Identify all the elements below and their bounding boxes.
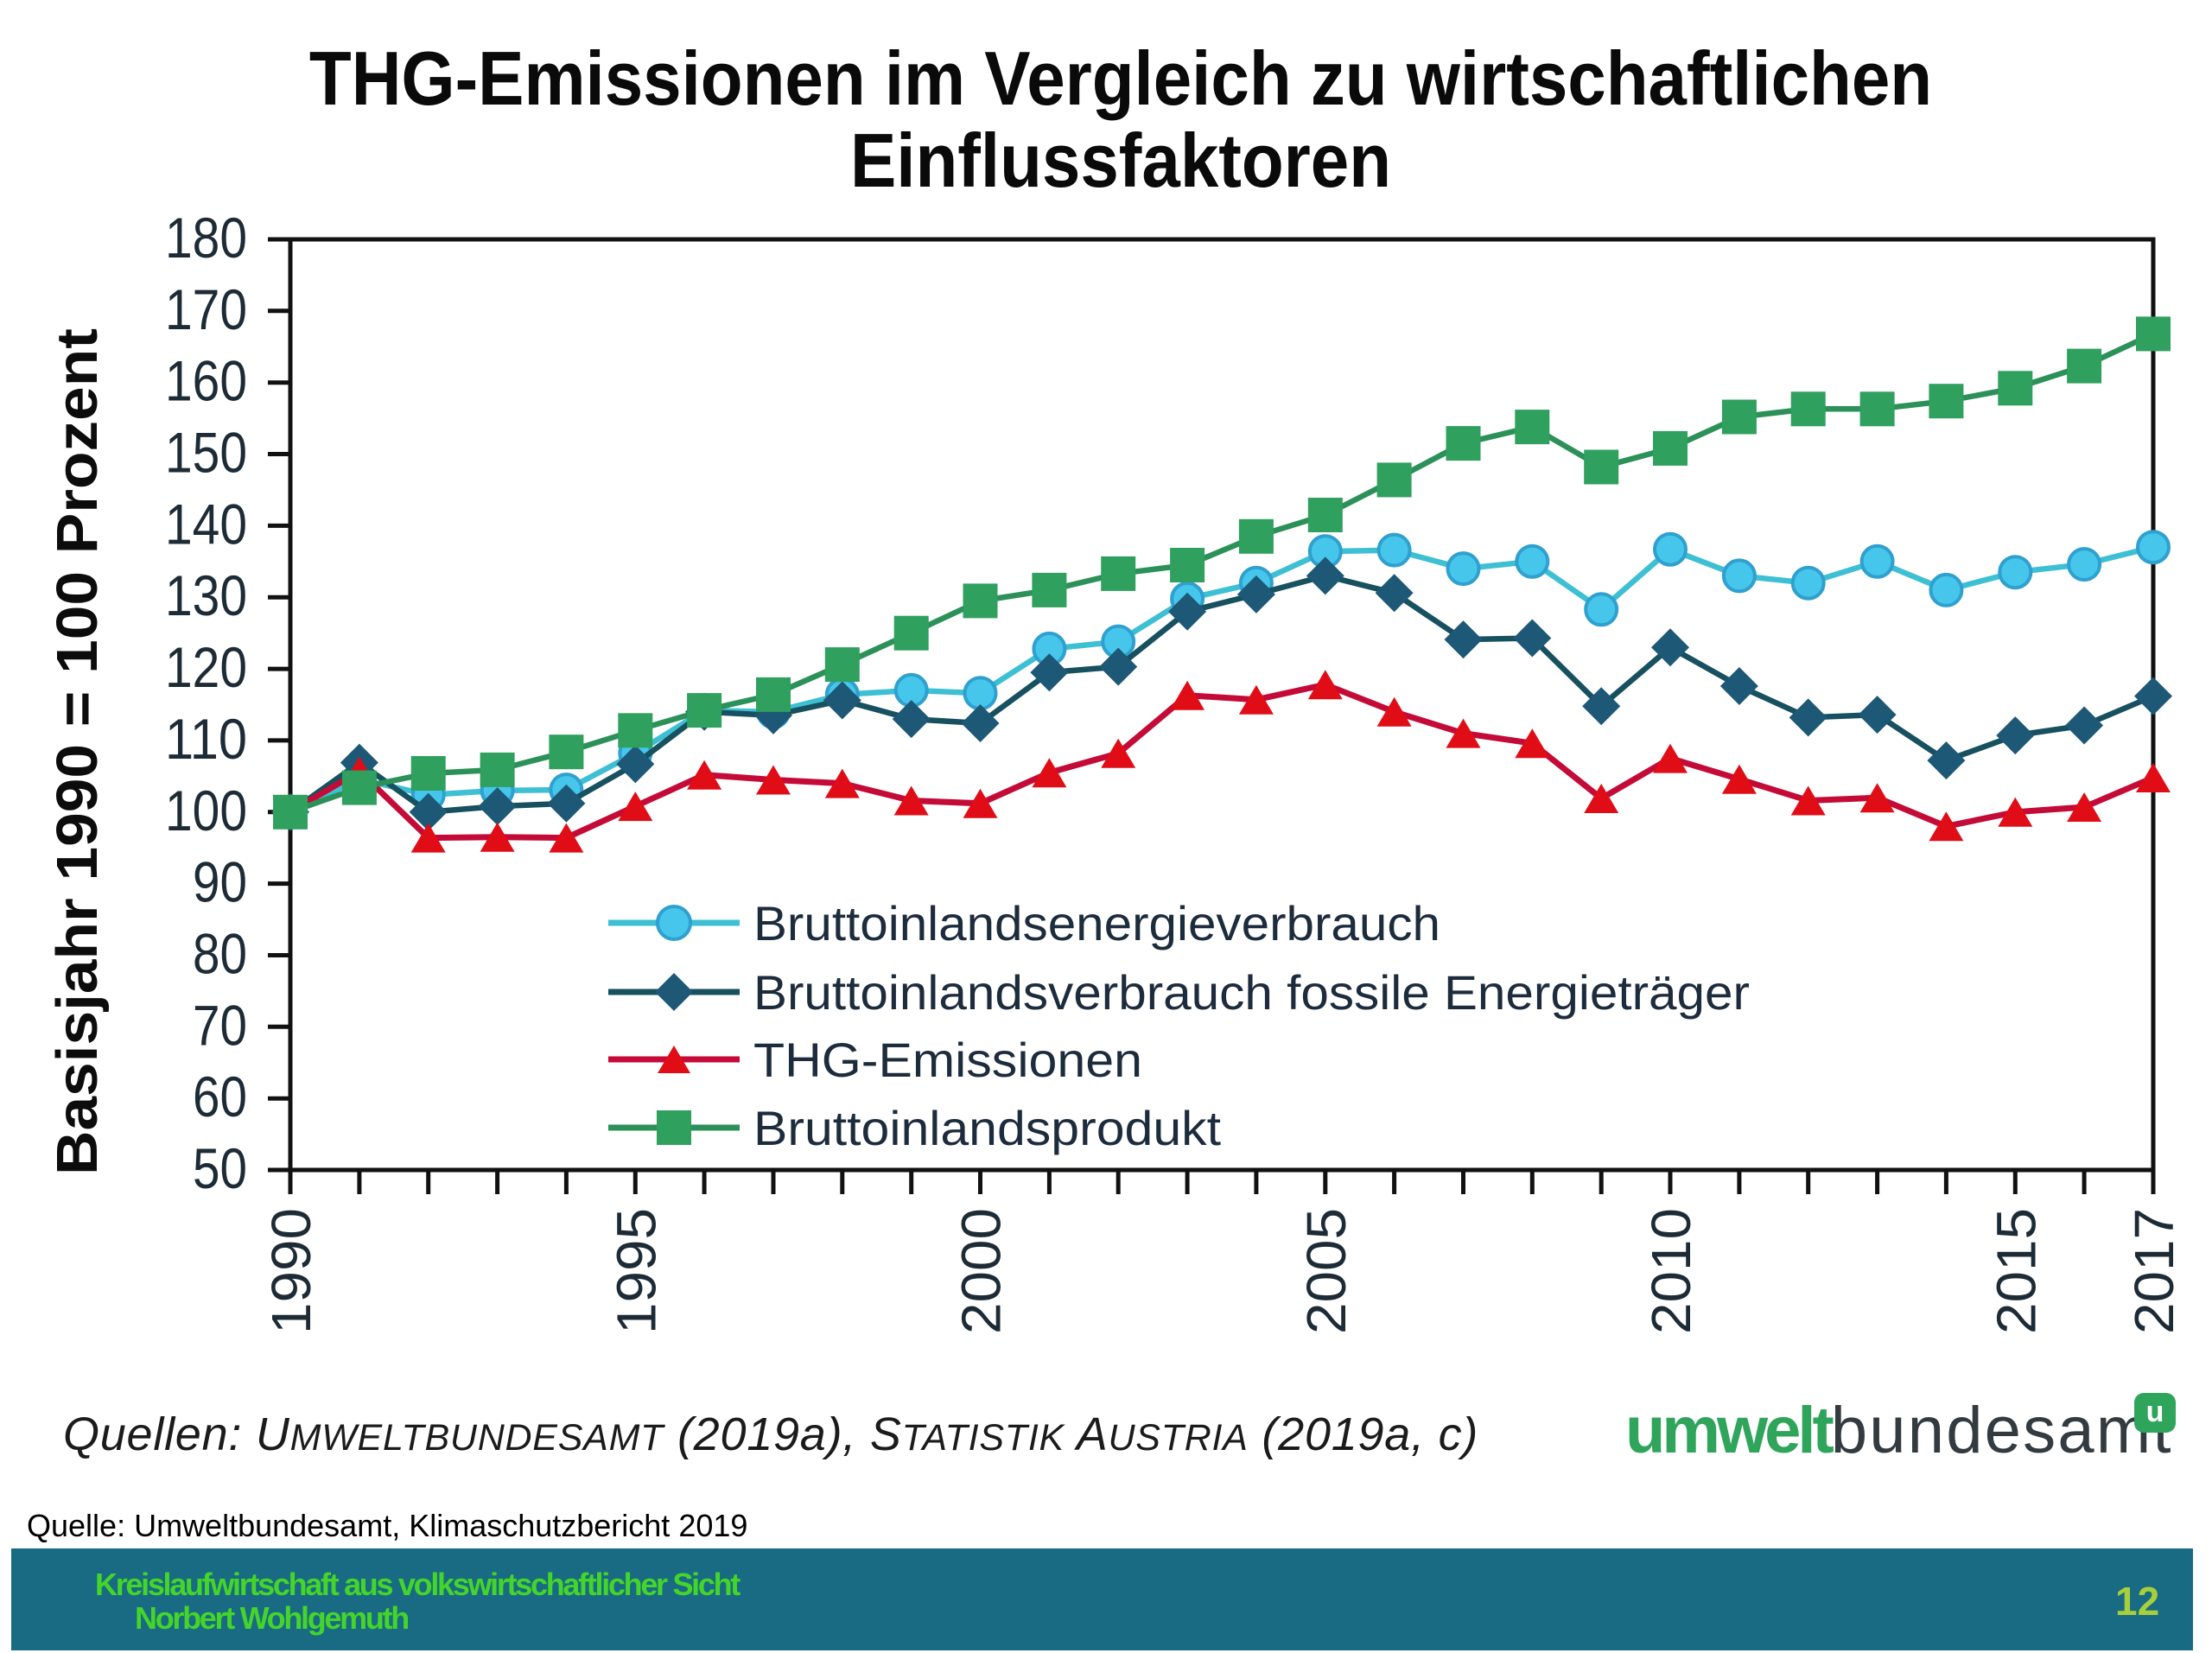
svg-text:Bruttoinlandsverbrauch fossile: Bruttoinlandsverbrauch fossile Energietr… xyxy=(753,965,1750,1020)
svg-text:50: 50 xyxy=(193,1136,247,1200)
svg-text:2015: 2015 xyxy=(1985,1208,2047,1334)
svg-text:THG-Emissionen: THG-Emissionen xyxy=(753,1033,1142,1087)
svg-text:60: 60 xyxy=(193,1065,247,1128)
svg-text:2000: 2000 xyxy=(950,1208,1013,1334)
svg-text:80: 80 xyxy=(193,922,247,986)
svg-text:1990: 1990 xyxy=(260,1208,322,1334)
svg-text:Basisjahr 1990 = 100 Prozent: Basisjahr 1990 = 100 Prozent xyxy=(45,328,110,1175)
svg-text:130: 130 xyxy=(165,563,247,627)
svg-text:2010: 2010 xyxy=(1640,1208,1702,1334)
svg-text:Bruttoinlandsenergieverbrauch: Bruttoinlandsenergieverbrauch xyxy=(753,896,1440,950)
svg-text:2005: 2005 xyxy=(1295,1208,1357,1334)
svg-text:110: 110 xyxy=(165,707,247,771)
svg-text:140: 140 xyxy=(165,492,247,556)
svg-text:1995: 1995 xyxy=(605,1208,667,1334)
svg-text:Bruttoinlandsprodukt: Bruttoinlandsprodukt xyxy=(753,1101,1221,1155)
svg-text:100: 100 xyxy=(165,779,247,842)
svg-text:120: 120 xyxy=(165,635,247,699)
svg-text:2017: 2017 xyxy=(2123,1208,2185,1334)
svg-text:170: 170 xyxy=(165,277,247,341)
svg-text:90: 90 xyxy=(193,850,247,914)
svg-text:180: 180 xyxy=(165,206,247,270)
svg-text:70: 70 xyxy=(193,993,247,1057)
svg-text:160: 160 xyxy=(165,349,247,413)
svg-text:150: 150 xyxy=(165,421,247,485)
